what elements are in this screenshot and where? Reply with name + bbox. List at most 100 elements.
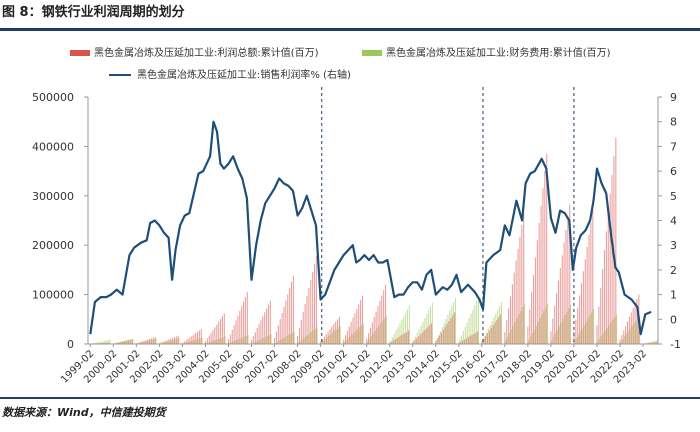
profit-bar <box>189 337 191 344</box>
finance-bar <box>416 332 418 344</box>
finance-bar <box>209 341 211 344</box>
finance-bar <box>470 313 472 344</box>
profit-bar <box>254 332 256 344</box>
profit-bar <box>448 321 450 344</box>
finance-bar <box>424 317 426 344</box>
profit-bar <box>598 306 600 344</box>
y-right-tick-label: 1 <box>670 289 677 302</box>
finance-bar <box>99 341 102 344</box>
finance-bar <box>608 325 610 344</box>
finance-bar <box>648 342 651 344</box>
profit-bar <box>442 329 444 344</box>
finance-bar <box>516 318 518 344</box>
legend-finance-label: 黑色金属冶炼及压延加工业:财务费用:累计值(百万) <box>386 48 611 59</box>
finance-bar <box>316 327 318 344</box>
finance-bar <box>631 326 633 344</box>
profit-bar <box>329 329 331 344</box>
finance-bar <box>508 332 510 344</box>
finance-bar <box>562 318 564 344</box>
profit-bar <box>152 337 154 344</box>
finance-bar <box>620 341 622 344</box>
profit-bar <box>569 204 571 344</box>
finance-bar <box>286 336 288 344</box>
profit-bar <box>273 337 276 344</box>
profit-bar <box>191 335 193 344</box>
profit-bar <box>252 336 254 344</box>
profit-bar <box>603 250 606 344</box>
profit-bar <box>267 304 270 344</box>
finance-bar <box>499 305 501 344</box>
profit-bar <box>277 325 279 344</box>
finance-bar <box>591 312 593 344</box>
finance-bar <box>153 339 155 344</box>
finance-bar <box>477 296 479 344</box>
finance-bar <box>119 342 121 344</box>
finance-bar <box>266 335 268 344</box>
profit-bar <box>550 331 552 344</box>
profit-bar <box>239 310 241 344</box>
profit-bar <box>596 325 598 344</box>
profit-bar <box>369 327 371 344</box>
finance-bar <box>600 335 603 344</box>
profit-bar <box>118 342 120 344</box>
profit-bar <box>210 332 212 344</box>
finance-bar <box>399 323 401 344</box>
finance-bar <box>311 331 313 344</box>
finance-bar <box>124 340 126 344</box>
profit-bar <box>195 333 197 344</box>
finance-bar <box>541 314 543 344</box>
finance-bar <box>151 339 153 344</box>
finance-bar <box>383 317 385 344</box>
finance-bar <box>222 337 224 344</box>
profit-bar <box>465 338 467 344</box>
profit-bar <box>308 288 310 344</box>
finance-bar <box>650 341 652 344</box>
finance-bar <box>324 339 326 344</box>
profit-bar <box>592 210 594 344</box>
finance-bar <box>514 321 516 344</box>
finance-bar <box>149 340 151 344</box>
finance-bar <box>320 342 322 344</box>
profit-bar <box>467 337 469 344</box>
finance-bar <box>147 340 150 344</box>
finance-bar <box>599 338 601 344</box>
profit-bar <box>354 313 356 344</box>
profit-bar <box>102 342 105 344</box>
profit-bar <box>435 341 437 344</box>
profit-bar <box>150 338 152 344</box>
profit-bar <box>519 236 521 344</box>
finance-bar <box>429 306 432 344</box>
finance-bar <box>376 328 378 344</box>
bottom-rule <box>0 397 700 399</box>
profit-bar <box>139 342 141 344</box>
profit-bar <box>166 340 168 344</box>
profit-bar <box>419 334 421 344</box>
finance-bar <box>401 319 403 344</box>
finance-bar <box>117 342 119 344</box>
finance-bar <box>558 326 560 344</box>
y-left-tick-label: 100000 <box>32 289 74 302</box>
profit-bar <box>158 343 160 344</box>
finance-bar <box>482 340 484 344</box>
finance-bar <box>282 338 284 344</box>
profit-bar <box>135 343 137 344</box>
finance-bar <box>230 342 232 344</box>
finance-bar <box>213 340 215 344</box>
profit-bar <box>646 343 648 344</box>
profit-bar <box>446 323 448 344</box>
profit-bar <box>181 342 183 344</box>
finance-bar <box>531 332 534 344</box>
profit-bar <box>323 336 325 344</box>
finance-bar <box>355 330 357 344</box>
finance-bar <box>570 304 572 344</box>
finance-bar <box>585 321 587 344</box>
finance-bar <box>654 340 656 344</box>
finance-bar <box>422 321 424 344</box>
profit-bar <box>116 342 118 344</box>
profit-bar <box>129 339 131 344</box>
profit-bar <box>452 315 454 344</box>
finance-bar <box>195 339 197 344</box>
profit-bar <box>256 328 258 344</box>
finance-bar <box>217 339 219 344</box>
finance-bar <box>167 341 169 344</box>
